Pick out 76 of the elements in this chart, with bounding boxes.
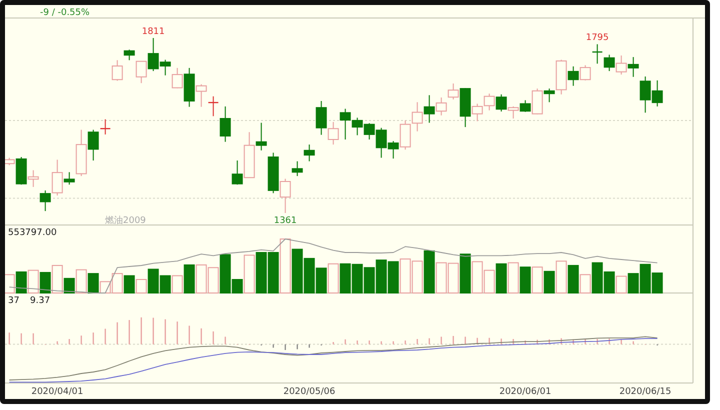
bar bbox=[16, 271, 27, 294]
bar bbox=[568, 264, 579, 294]
candlestick bbox=[508, 106, 519, 119]
annotation: 1361 bbox=[274, 216, 297, 226]
candlestick bbox=[256, 122, 267, 151]
bar bbox=[580, 274, 591, 294]
candlestick bbox=[136, 60, 147, 84]
candlestick bbox=[448, 83, 459, 100]
candlestick bbox=[208, 96, 219, 117]
candlestick bbox=[28, 170, 39, 188]
bar bbox=[532, 266, 543, 294]
text: 9.37 bbox=[30, 296, 50, 306]
candlestick bbox=[532, 88, 543, 115]
candlestick bbox=[400, 120, 411, 150]
bar bbox=[328, 263, 339, 294]
text: 553797.00 bbox=[8, 228, 57, 238]
candlestick bbox=[484, 93, 495, 111]
bar bbox=[88, 273, 99, 294]
candlestick bbox=[220, 106, 231, 142]
bar bbox=[460, 254, 471, 294]
bar bbox=[52, 264, 63, 294]
candlestick bbox=[196, 84, 207, 108]
candlestick bbox=[412, 102, 423, 132]
candlestick bbox=[64, 172, 75, 186]
candlestick bbox=[424, 94, 435, 124]
x-tick-label: 2020/04/01 bbox=[31, 387, 84, 397]
annotation: 1795 bbox=[586, 33, 609, 44]
bar bbox=[496, 263, 507, 294]
candlestick bbox=[112, 60, 123, 82]
bar bbox=[64, 278, 75, 294]
candlestick bbox=[628, 56, 639, 78]
bar bbox=[136, 279, 147, 294]
bar bbox=[556, 260, 567, 294]
bar bbox=[172, 275, 183, 294]
bar bbox=[508, 262, 519, 294]
bar bbox=[280, 238, 291, 294]
bar bbox=[76, 269, 87, 294]
candlestick bbox=[316, 100, 327, 136]
bar bbox=[616, 276, 627, 294]
candlestick bbox=[580, 64, 591, 81]
candlestick bbox=[124, 49, 135, 61]
bar bbox=[544, 270, 555, 294]
candlestick bbox=[88, 129, 99, 161]
candlestick bbox=[40, 190, 51, 212]
bar bbox=[40, 272, 51, 294]
candlestick bbox=[292, 160, 303, 177]
bar bbox=[184, 264, 195, 294]
x-tick-label: 2020/05/06 bbox=[283, 387, 336, 397]
candlestick bbox=[232, 160, 243, 186]
candlestick bbox=[472, 103, 483, 122]
bar bbox=[520, 266, 531, 294]
candlestick bbox=[304, 144, 315, 162]
bar bbox=[28, 270, 39, 294]
candlestick bbox=[496, 94, 507, 112]
candlestick bbox=[604, 54, 615, 72]
text: 燃油2009 bbox=[105, 215, 146, 226]
candlestick bbox=[592, 44, 603, 64]
candlestick bbox=[544, 88, 555, 103]
bar bbox=[424, 250, 435, 294]
bar bbox=[244, 254, 255, 294]
candlestick bbox=[436, 97, 447, 116]
candlestick bbox=[328, 122, 339, 146]
x-tick-label: 2020/06/15 bbox=[619, 387, 672, 397]
candlestick bbox=[280, 178, 291, 214]
bar bbox=[5, 274, 15, 294]
bar bbox=[124, 275, 135, 294]
candlestick bbox=[172, 67, 183, 89]
text: 37 bbox=[8, 296, 20, 306]
x-tick-label: 2020/06/01 bbox=[499, 387, 552, 397]
candlestick bbox=[616, 55, 627, 76]
text: -9 / -0.55% bbox=[40, 8, 90, 18]
candlestick bbox=[520, 100, 531, 112]
candlestick bbox=[100, 118, 111, 135]
candlestick bbox=[52, 159, 63, 196]
annotation: 1811 bbox=[142, 27, 165, 37]
candlestick bbox=[568, 66, 579, 86]
